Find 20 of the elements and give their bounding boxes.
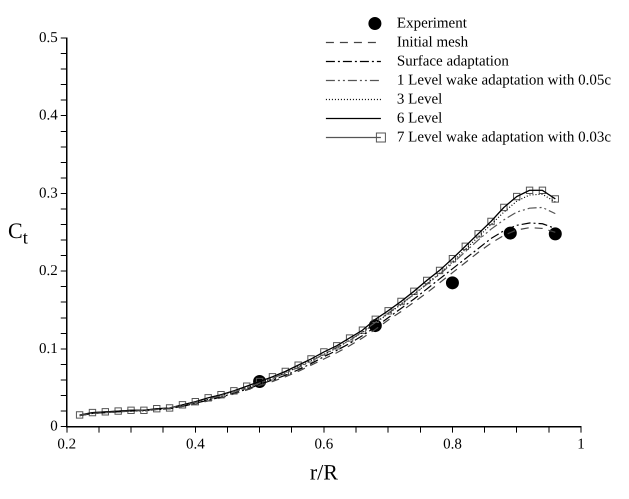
y-tick-label: 0.2 [39, 263, 58, 280]
legend-label: Surface adaptation [396, 53, 510, 70]
y-axis-title: C$_{t}$ [8, 218, 28, 248]
y-tick-label: 0.5 [39, 30, 58, 46]
legend-label: 3 Level [396, 91, 442, 108]
legend-label: 6 Level [396, 110, 442, 126]
x-tick-label: 0.8 [443, 436, 462, 453]
y-tick-label: 0.3 [39, 185, 58, 202]
y-tick-label: 0.4 [39, 108, 58, 124]
legend-label: 7 Level wake adaptation with 0.03c [396, 129, 612, 146]
x-axis-title: r/R [310, 460, 338, 485]
legend-label: Initial mesh [396, 34, 469, 50]
x-tick-label: 0.4 [186, 436, 206, 453]
y-tick-label: 0 [50, 418, 58, 435]
legend-label: 1 Level wake adaptation with 0.05c [396, 72, 612, 88]
y-tick-label: 0.1 [39, 340, 58, 357]
x-tick-label: 0.6 [314, 436, 334, 453]
x-tick-label: 0.2 [57, 436, 76, 453]
legend-label: Experiment [396, 15, 468, 32]
x-tick-label: 1 [577, 436, 585, 453]
